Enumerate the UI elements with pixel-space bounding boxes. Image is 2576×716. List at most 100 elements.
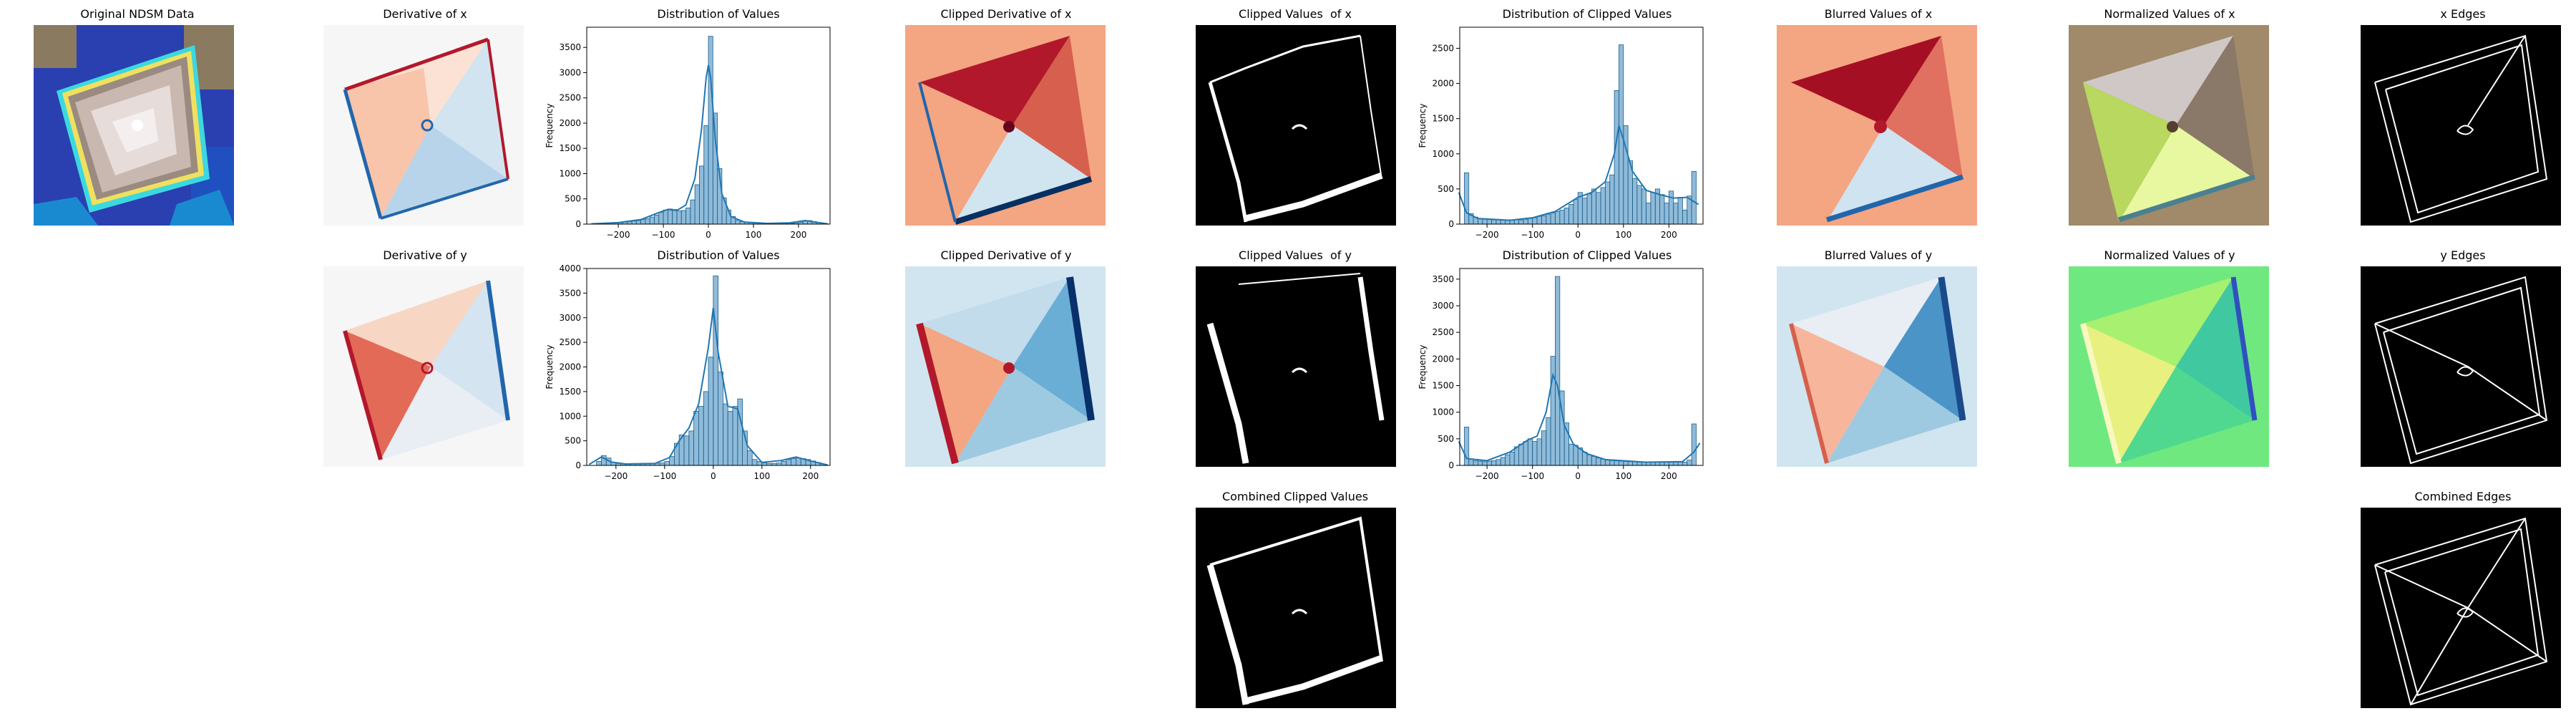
histogram-dist-clip-y: −200 −100 0 100 200 0 500 1000 1500 2000 2500 3000 3… <box>1417 268 1704 498</box>
hist-bar <box>663 209 668 225</box>
hist-bar <box>1486 219 1492 225</box>
y-tick-label: 3500 <box>1432 274 1454 284</box>
x-tick-label: 0 <box>1575 471 1581 481</box>
plot-frame <box>1459 26 1704 225</box>
y-tick-label: 4000 <box>559 263 581 274</box>
y-tick-label: 2500 <box>1432 43 1454 53</box>
blurred-values-y-image <box>1777 266 1977 467</box>
y-tick-label: 2500 <box>559 337 581 347</box>
hist-bar <box>1609 460 1615 466</box>
hist-bar <box>1682 462 1688 466</box>
hist-bar <box>596 461 602 466</box>
hist-bar <box>1664 203 1669 225</box>
x-tick-label: −100 <box>1521 471 1544 481</box>
hist-bar <box>659 463 665 466</box>
hist-bar <box>1550 356 1556 466</box>
hist-bar <box>718 371 723 466</box>
y-axis-label: Frequency <box>545 104 555 148</box>
hist-bar <box>1505 454 1511 466</box>
hist-bar <box>776 463 782 466</box>
hist-bar <box>727 410 733 466</box>
hist-bar <box>1555 211 1561 225</box>
hist-bar <box>664 461 670 466</box>
x-tick-label: 100 <box>1615 230 1631 240</box>
hist-bar <box>1668 462 1674 466</box>
x-tick-label: 200 <box>1661 471 1677 481</box>
hist-bar <box>703 391 709 466</box>
edges-y-image <box>2361 266 2561 467</box>
y-tick-label: 1000 <box>1432 407 1454 417</box>
hist-bar <box>1677 462 1683 466</box>
hist-bar <box>658 212 664 225</box>
derivative-y-image <box>323 266 524 467</box>
x-tick-label: 0 <box>1575 230 1581 240</box>
hist-bar <box>645 218 650 225</box>
hist-bar <box>1527 438 1533 466</box>
hist-bar <box>1523 441 1528 466</box>
hist-bar <box>703 125 709 225</box>
hist-bar <box>1673 203 1679 225</box>
hist-bar <box>635 220 641 225</box>
hist-bar <box>1496 459 1501 466</box>
hist-bar <box>631 221 637 225</box>
hist-bar <box>1582 198 1588 225</box>
y-tick-label: 2000 <box>559 362 581 372</box>
y-axis-label: Frequency <box>1418 345 1428 390</box>
x-tick-label: −200 <box>1475 230 1499 240</box>
title-combined-edges: Combined Edges <box>2414 490 2512 503</box>
title-norm-y: Normalized Values of y <box>2104 248 2235 262</box>
hist-bar <box>1509 452 1515 466</box>
hist-bar <box>1486 460 1492 466</box>
title-dist-x: Distribution of Values <box>657 7 780 21</box>
y-tick-label: 1000 <box>559 411 581 421</box>
hist-bar <box>1478 460 1483 466</box>
hist-bar <box>1591 455 1597 466</box>
hist-bar <box>1682 209 1688 225</box>
hist-bar <box>732 406 738 466</box>
hist-bar <box>1518 219 1524 225</box>
y-tick-label: 0 <box>575 219 581 229</box>
normalized-values-x-image <box>2069 25 2269 226</box>
title-clipval-y: Clipped Values of y <box>1239 248 1352 262</box>
hist-bar <box>708 36 713 225</box>
hist-bar <box>1691 423 1697 466</box>
hist-bar <box>1527 218 1533 225</box>
hist-bar <box>1609 174 1615 225</box>
hist-bar <box>1559 209 1565 225</box>
hist-bar <box>1532 441 1538 466</box>
hist-bar <box>683 435 690 466</box>
hist-bar <box>1541 430 1547 466</box>
x-tick-label: 100 <box>1615 471 1631 481</box>
hist-bar <box>1523 218 1528 225</box>
hist-bar <box>1623 461 1629 466</box>
y-tick-label: 2000 <box>1432 79 1454 89</box>
title-dist-clip-x: Distribution of Clipped Values <box>1502 7 1672 21</box>
y-tick-label: 3000 <box>1432 301 1454 311</box>
hist-bar <box>1646 203 1652 225</box>
hist-bar <box>1513 446 1520 466</box>
combined-edges-image <box>2361 508 2561 708</box>
x-tick-label: 100 <box>746 230 762 240</box>
hist-bar <box>1546 213 1551 225</box>
title-edges-x: x Edges <box>2440 7 2486 21</box>
hist-bar <box>1586 454 1592 466</box>
title-original: Original NDSM Data <box>80 7 195 21</box>
hist-bar <box>640 219 646 225</box>
hist-bar <box>1573 199 1579 225</box>
y-tick-label: 500 <box>565 194 581 204</box>
x-tick-label: 200 <box>790 230 806 240</box>
hist-bar <box>786 459 791 466</box>
hist-bar <box>699 165 705 225</box>
hist-bar <box>1650 192 1656 225</box>
derivative-x-image <box>323 25 524 226</box>
hist-bar <box>1586 193 1592 225</box>
hist-bar <box>1619 460 1624 466</box>
histogram-dist-clip-x: −200 −100 0 100 200 0 500 1000 1500 2000 2500 Frequ… <box>1417 26 1704 256</box>
y-tick-label: 2500 <box>559 93 581 103</box>
y-axis-label: Frequency <box>545 345 555 390</box>
clipped-values-y-image <box>1196 266 1396 467</box>
hist-bar <box>1482 461 1488 466</box>
y-tick-label: 1000 <box>559 168 581 178</box>
hist-bar <box>795 458 801 466</box>
hist-bar <box>1568 204 1574 225</box>
